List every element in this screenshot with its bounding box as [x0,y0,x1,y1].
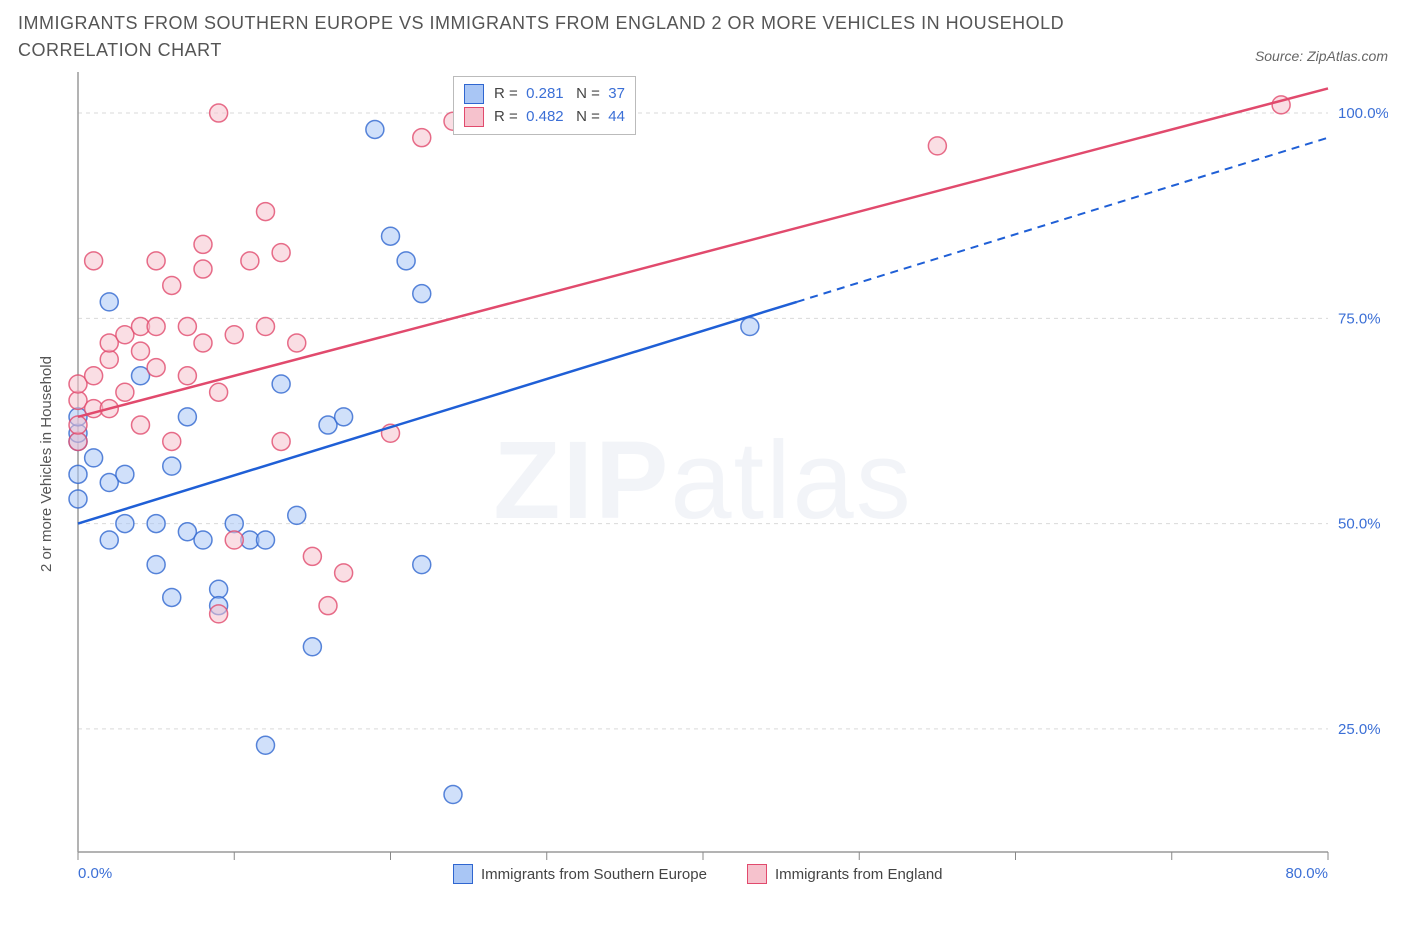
legend-label: Immigrants from Southern Europe [481,866,707,883]
data-point [194,235,212,253]
data-point [163,588,181,606]
data-point [241,252,259,270]
data-point [288,334,306,352]
data-point [741,318,759,336]
y-axis-label: 2 or more Vehicles in Household [38,356,55,572]
data-point [163,276,181,294]
data-point [257,203,275,221]
data-point [100,531,118,549]
data-point [116,515,134,533]
data-point [335,564,353,582]
scatter-chart: 25.0% 50.0% 75.0% 100.0% 0.0% 80.0% [18,72,1388,902]
correlation-legend: R = 0.281 N = 37R = 0.482 N = 44 [453,76,636,135]
data-point [288,506,306,524]
data-point [85,252,103,270]
legend-stats: R = 0.281 N = 37 [494,83,625,106]
data-point [85,367,103,385]
data-point [928,137,946,155]
data-point [382,227,400,245]
legend-item: Immigrants from England [747,864,943,884]
data-point [178,367,196,385]
chart-title: IMMIGRANTS FROM SOUTHERN EUROPE VS IMMIG… [18,10,1118,64]
legend-swatch [464,107,484,127]
y-tick-label: 100.0% [1338,105,1388,122]
data-point [225,326,243,344]
legend-swatch [453,864,473,884]
data-point [69,490,87,508]
data-point [366,120,384,138]
data-point [272,244,290,262]
data-point [257,531,275,549]
data-point [69,432,87,450]
source-label: Source: ZipAtlas.com [1255,48,1388,64]
data-point [444,786,462,804]
data-point [210,605,228,623]
data-point [147,318,165,336]
data-point [116,383,134,401]
data-point [194,260,212,278]
data-point [178,408,196,426]
data-point [413,285,431,303]
data-point [225,515,243,533]
data-point [272,432,290,450]
legend-stats: R = 0.482 N = 44 [494,106,625,129]
legend-label: Immigrants from England [775,866,943,883]
data-point [69,465,87,483]
data-point [132,416,150,434]
data-point [303,547,321,565]
data-point [147,359,165,377]
data-point [194,334,212,352]
legend-swatch [747,864,767,884]
data-point [194,531,212,549]
data-point [147,515,165,533]
series-legend: Immigrants from Southern Europe Immigrant… [453,864,943,884]
data-point [210,383,228,401]
data-point [397,252,415,270]
x-tick-label: 80.0% [1285,865,1328,882]
data-point [132,342,150,360]
data-point [413,129,431,147]
data-point [257,736,275,754]
trend-line [78,88,1328,416]
data-point [69,416,87,434]
data-point [413,556,431,574]
trend-line-extrapolated [797,138,1328,302]
data-point [210,104,228,122]
data-point [335,408,353,426]
data-point [319,597,337,615]
legend-item: Immigrants from Southern Europe [453,864,707,884]
data-point [116,465,134,483]
data-point [163,457,181,475]
data-point [272,375,290,393]
y-tick-label: 25.0% [1338,721,1381,738]
data-point [85,449,103,467]
data-point [257,318,275,336]
data-point [210,580,228,598]
x-tick-label: 0.0% [78,865,112,882]
data-point [163,432,181,450]
data-point [100,350,118,368]
y-tick-label: 50.0% [1338,516,1381,533]
data-point [178,318,196,336]
data-point [147,556,165,574]
legend-swatch [464,84,484,104]
chart-container: ZIPatlas 25.0%50.0%75.0%100.0%0.0%80.0% … [18,72,1388,902]
data-point [100,293,118,311]
data-point [303,638,321,656]
y-tick-label: 75.0% [1338,310,1381,327]
data-point [147,252,165,270]
data-point [225,531,243,549]
